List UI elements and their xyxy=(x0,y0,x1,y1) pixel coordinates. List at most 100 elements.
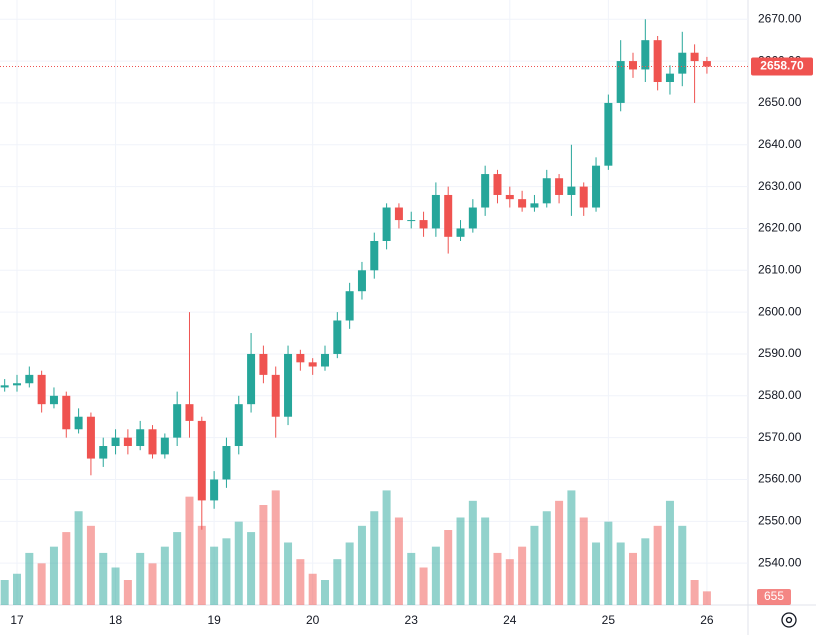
candle-body xyxy=(653,40,662,83)
volume-bar xyxy=(419,567,428,605)
volume-bar xyxy=(185,496,194,605)
volume-bar xyxy=(357,525,366,605)
candle-body xyxy=(25,374,34,384)
candle-body xyxy=(481,174,490,208)
y-tick-label: 2670.00 xyxy=(758,11,802,25)
volume-bar xyxy=(284,542,293,605)
candle-body xyxy=(555,178,564,195)
candle-body xyxy=(234,404,243,447)
candle-body xyxy=(308,362,317,367)
volume-bar xyxy=(173,532,182,605)
volume-bar xyxy=(271,490,280,605)
candle-body xyxy=(37,374,46,405)
y-tick-label: 2610.00 xyxy=(758,262,802,276)
candle-body xyxy=(222,446,231,480)
candle-body xyxy=(468,207,477,229)
volume-bar xyxy=(481,517,490,605)
candle-body xyxy=(247,353,256,405)
y-tick-label: 2550.00 xyxy=(758,513,802,527)
volume-bar xyxy=(468,500,477,605)
volume-bar xyxy=(0,580,9,605)
volume-bar xyxy=(99,552,108,605)
candle-body xyxy=(579,186,588,208)
candle-body xyxy=(173,404,182,438)
candle-body xyxy=(456,228,465,237)
y-tick-label: 2650.00 xyxy=(758,95,802,109)
candle-body xyxy=(148,429,157,455)
candle-body xyxy=(690,52,699,62)
volume-bar xyxy=(136,552,145,605)
candle-body xyxy=(357,270,366,292)
candle-body xyxy=(542,178,551,204)
candle-body xyxy=(210,479,219,501)
x-tick-label: 26 xyxy=(700,613,714,627)
candle-body xyxy=(394,207,403,221)
volume-bar xyxy=(407,552,416,605)
volume-bar xyxy=(616,542,625,605)
volume-bar xyxy=(579,517,588,605)
candle-body xyxy=(493,174,502,195)
candle-body xyxy=(321,353,329,367)
volume-bar xyxy=(444,530,453,605)
volume-bar xyxy=(678,525,687,605)
candle-body xyxy=(185,404,194,421)
candle-body xyxy=(629,61,637,70)
volume-bar xyxy=(296,559,305,605)
candle-body xyxy=(641,40,650,70)
volume-bar xyxy=(629,552,637,605)
candle-body xyxy=(160,437,169,455)
candle-body xyxy=(99,446,108,459)
volume-bar xyxy=(37,563,46,605)
x-tick-label: 19 xyxy=(207,613,221,627)
candle-body xyxy=(74,416,83,430)
candle-body xyxy=(271,374,280,417)
y-tick-label: 2540.00 xyxy=(758,555,802,569)
candle-body xyxy=(518,199,527,208)
volume-bar xyxy=(542,511,551,605)
x-tick-label: 24 xyxy=(503,613,517,627)
candle-body xyxy=(333,320,342,354)
x-tick-label: 18 xyxy=(109,613,123,627)
volume-bar xyxy=(148,563,157,605)
volume-bar xyxy=(197,525,206,605)
volume-bar xyxy=(247,532,256,605)
last-price-label: 2658.70 xyxy=(760,59,804,73)
x-tick-label: 23 xyxy=(405,613,419,627)
volume-bar xyxy=(555,500,564,605)
y-tick-label: 2600.00 xyxy=(758,304,802,318)
volume-bar xyxy=(567,490,576,605)
candle-body xyxy=(567,186,576,195)
volume-bar xyxy=(431,546,440,605)
y-tick-label: 2570.00 xyxy=(758,430,802,444)
candle-body xyxy=(296,353,305,363)
y-tick-label: 2590.00 xyxy=(758,346,802,360)
candle-body xyxy=(259,353,268,375)
volume-bar xyxy=(530,525,539,605)
volume-bar xyxy=(456,517,465,605)
settings-icon[interactable] xyxy=(781,612,797,628)
volume-bar xyxy=(345,542,354,605)
settings-icon-center[interactable] xyxy=(785,616,793,624)
candle-body xyxy=(197,420,206,501)
settings-button[interactable] xyxy=(781,612,797,628)
volume-bar xyxy=(259,505,268,605)
volume-bar xyxy=(123,580,132,605)
volume-bar xyxy=(222,538,231,605)
volume-bar xyxy=(111,567,120,605)
candle-body xyxy=(505,194,514,200)
volume-bar xyxy=(62,532,71,605)
volume-badge xyxy=(757,589,791,605)
volume-bar xyxy=(308,573,317,605)
volume-bar xyxy=(234,521,243,605)
candle-body xyxy=(431,194,440,229)
candle-body xyxy=(616,61,625,103)
candle-body xyxy=(530,203,539,208)
volume-bar xyxy=(333,559,342,605)
volume-bar xyxy=(592,542,601,605)
volume-bar xyxy=(641,538,650,605)
y-tick-label: 2580.00 xyxy=(758,388,802,402)
candle-body xyxy=(370,240,379,271)
candle-body xyxy=(444,194,453,237)
